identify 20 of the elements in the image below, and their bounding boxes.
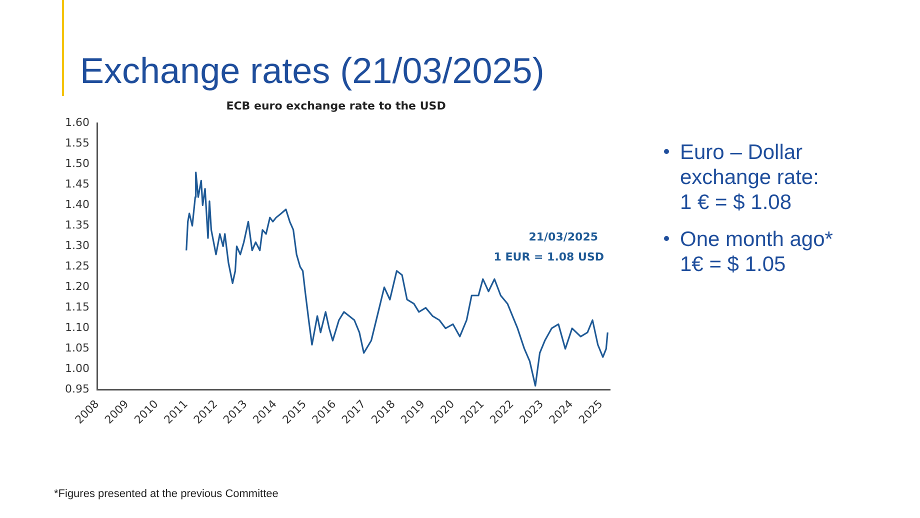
y-tick-label: 0.95 [64,382,90,396]
y-tick-label: 1.45 [64,178,90,191]
y-tick-label: 1.40 [64,198,90,212]
text: *Figures presented at the previous Committee [54,488,278,500]
y-tick-label: 1.10 [64,321,90,334]
text: Euro – Dollar exchange rate: 1 € = $ 1.08 [680,140,819,215]
chart-subtitle: ECB euro exchange rate to the USD [226,99,446,112]
y-tick-label: 1.20 [64,280,90,294]
y-tick-label: 1.60 [64,116,90,130]
y-tick-label: 1.15 [64,300,90,314]
y-tick-label: 1.25 [64,260,90,273]
y-tick-label: 1.50 [64,157,90,170]
chart-title: Exchange rates (21/03/2025) [80,50,544,92]
y-tick-label: 1.00 [64,362,90,376]
y-tick-label: 1.35 [64,218,90,232]
y-tick-label: 1.30 [64,239,90,252]
annotation: 21/03/2025 1 EUR = 1.08 USD [494,230,604,264]
y-tick-label: 1.55 [64,136,90,150]
y-tick-label: 1.05 [64,342,90,355]
text: One month ago* 1€ = $ 1.05 [680,227,833,277]
